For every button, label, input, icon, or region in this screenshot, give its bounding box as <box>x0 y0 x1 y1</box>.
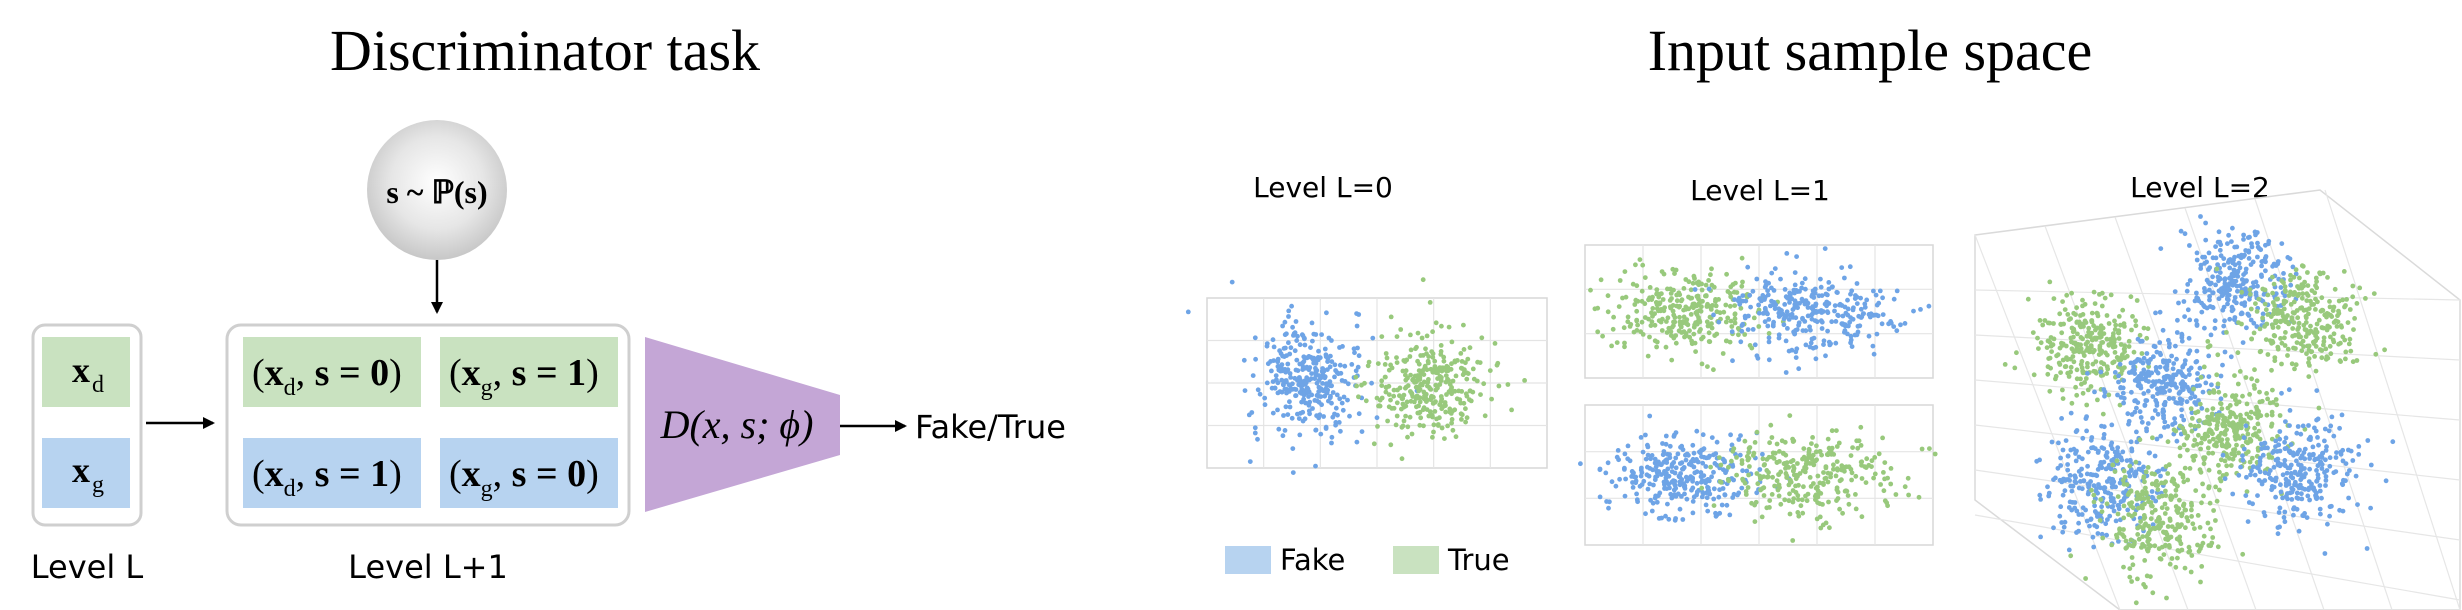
true-cluster <box>1699 413 1938 543</box>
level-1-label: Level L=1 <box>1690 174 1830 207</box>
pair-text-xd-s0: (xd, s = 0) <box>252 352 402 401</box>
fake-cluster <box>2085 309 2225 459</box>
prior-node: s ~ ℙ(s) <box>367 120 507 260</box>
discriminator-block: D(x, s; ϕ) <box>645 337 840 512</box>
input-space-title: Input sample space <box>1648 18 2093 83</box>
pair-text-xd-s1: (xd, s = 1) <box>252 453 402 502</box>
fake-cluster <box>2220 387 2396 556</box>
fake-cluster <box>2153 214 2299 360</box>
pair-cell-xd-s0 <box>243 337 421 407</box>
fake-cluster <box>1692 246 1932 375</box>
fake-cluster <box>1185 279 1420 475</box>
level-l1-group: (xd, s = 0) (xg, s = 1) (xd, s = 1) (xg,… <box>225 323 631 586</box>
pair-cell-xd-s1 <box>243 438 421 508</box>
legend: Fake True <box>1225 543 1510 577</box>
true-cluster <box>1588 255 1786 373</box>
pair-text-xg-s1: (xg, s = 1) <box>449 352 599 401</box>
pair-cell-xg-s0 <box>440 438 618 508</box>
pair-cell-xg-s1 <box>440 337 618 407</box>
level-l-true-x: x <box>72 350 90 390</box>
level-l-group: x d x g Level L <box>31 323 144 586</box>
legend-fake-swatch <box>1225 546 1271 574</box>
level-l1-label: Level L+1 <box>348 548 508 586</box>
level-l-true-cell <box>42 337 130 407</box>
legend-true-swatch <box>1393 546 1439 574</box>
level-l-fake-x: x <box>72 450 90 490</box>
discriminator-trapezoid <box>645 337 840 512</box>
true-cluster <box>1353 277 1527 462</box>
true-cluster <box>2214 263 2388 379</box>
pair-text-xg-s0: (xg, s = 0) <box>449 453 599 502</box>
level-0-label: Level L=0 <box>1253 171 1393 204</box>
prior-label: s ~ ℙ(s) <box>386 174 487 210</box>
true-cluster <box>2068 435 2246 606</box>
level-l-fake-cell <box>42 438 130 508</box>
level-1-scatter <box>1578 244 1938 546</box>
level-l-fake-sub: g <box>92 472 104 498</box>
level-l-true-sub: d <box>92 372 104 398</box>
output-label: Fake/True <box>915 408 1066 446</box>
level-l-label: Level L <box>31 548 144 586</box>
level-2-label: Level L=2 <box>2130 171 2270 204</box>
discriminator-label: D(x, s; ϕ) <box>660 402 814 447</box>
true-cluster <box>2002 279 2152 417</box>
legend-true-label: True <box>1447 543 1510 577</box>
discriminator-task-title: Discriminator task <box>330 18 760 83</box>
level-2-scatter <box>1974 189 2461 610</box>
legend-fake-label: Fake <box>1280 543 1345 577</box>
level-0-scatter <box>1185 277 1548 475</box>
